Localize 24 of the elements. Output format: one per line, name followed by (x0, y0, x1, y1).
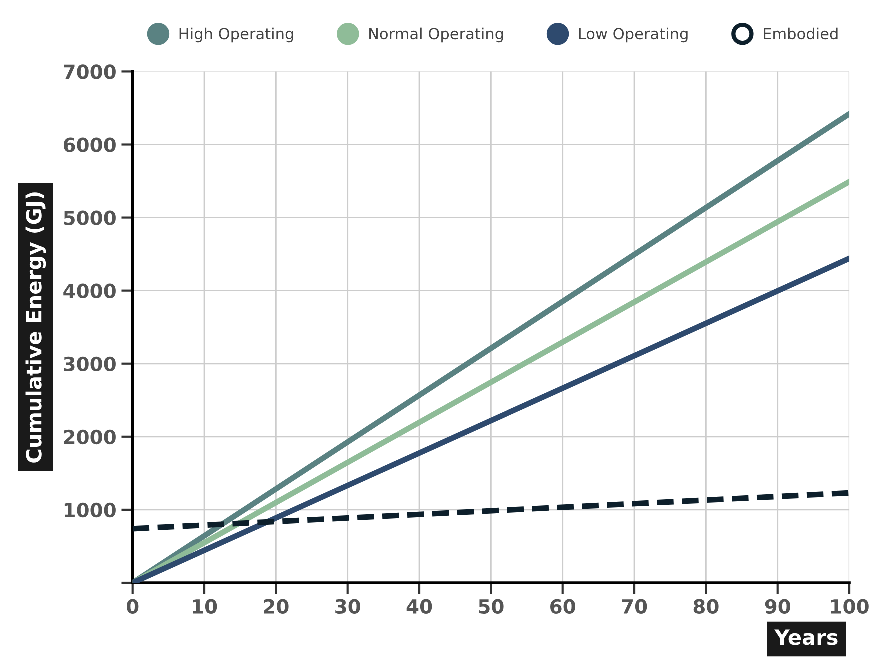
legend-label: Low Operating (579, 28, 688, 43)
y-tick-label: 3000 (64, 356, 116, 372)
x-tick-label: 10 (193, 599, 218, 614)
x-axis-title: Years (774, 630, 838, 646)
x-tick-label: 40 (406, 599, 432, 614)
x-tick-label: 20 (264, 599, 289, 614)
legend-label: Normal Operating (370, 28, 504, 43)
x-tick-label: 90 (765, 599, 790, 614)
x-tick-label: 80 (694, 599, 719, 614)
x-tick-label: 100 (831, 599, 869, 614)
y-tick-label: 5000 (64, 210, 116, 226)
x-tick-label: 50 (479, 599, 504, 614)
x-tick-label: 30 (336, 599, 360, 614)
y-axis-title: Cumulative Energy (GJ) (26, 192, 46, 463)
legend-label: Embodied (764, 28, 838, 40)
y-tick-label: 7000 (64, 64, 116, 80)
x-tick-label: 60 (550, 599, 576, 614)
x-tick-label: 0 (127, 599, 139, 614)
x-tick-label: 70 (622, 599, 648, 614)
legend-label: High Operating (180, 28, 294, 43)
y-tick-label: 2000 (64, 430, 116, 445)
y-tick-label: 1000 (64, 502, 116, 518)
y-tick-label: 6000 (64, 138, 116, 152)
y-tick-label: 4000 (64, 284, 116, 298)
